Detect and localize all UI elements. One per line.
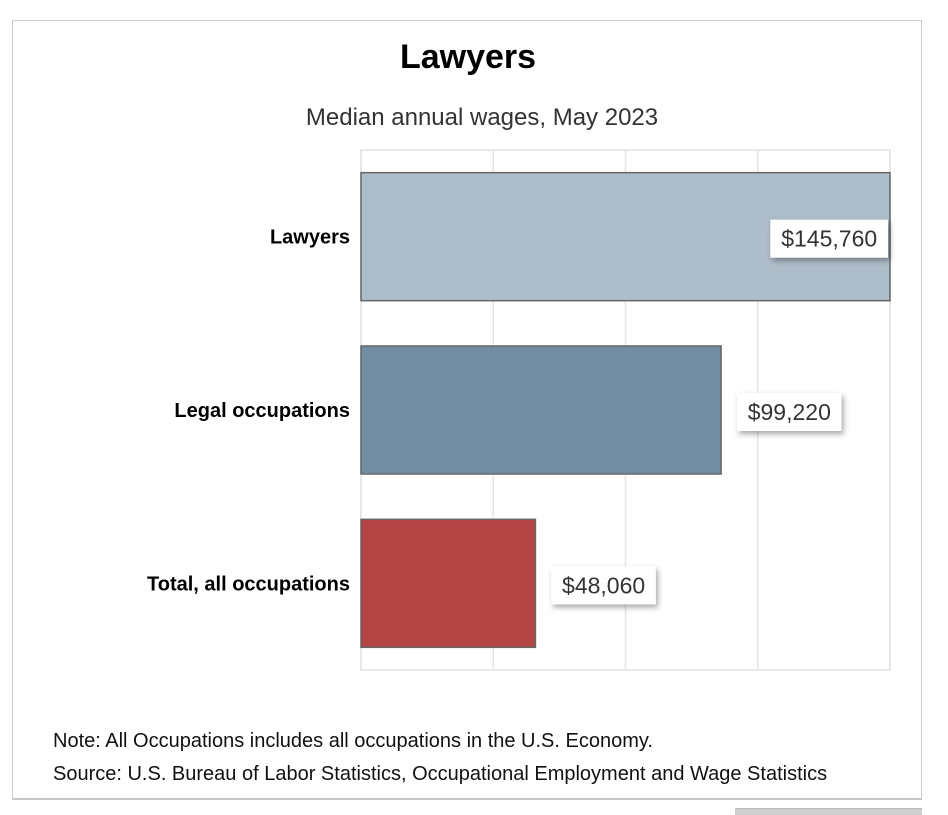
- bar: [360, 518, 537, 649]
- chart-source: Source: U.S. Bureau of Labor Statistics,…: [53, 763, 828, 785]
- data-label: $145,760: [781, 226, 877, 252]
- category-label: Lawyers: [270, 227, 350, 249]
- category-label: Legal occupations: [174, 400, 350, 422]
- data-label-box: [551, 566, 656, 605]
- category-label: Total, all occupations: [147, 573, 350, 595]
- data-label: $99,220: [748, 399, 831, 425]
- bar: [360, 345, 722, 475]
- bar: [360, 171, 891, 302]
- data-label: $48,060: [562, 572, 645, 598]
- bottom-tab: [735, 808, 922, 815]
- chart-subtitle: Median annual wages, May 2023: [305, 104, 659, 131]
- data-label-box: [770, 219, 888, 258]
- chart-note: Note: All Occupations includes all occup…: [53, 730, 653, 752]
- bar-chart: Lawyers $145,760 Legal occupations $99,220 T…: [147, 149, 891, 671]
- chart-title: Lawyers: [399, 38, 537, 76]
- data-label-box: [737, 393, 842, 431]
